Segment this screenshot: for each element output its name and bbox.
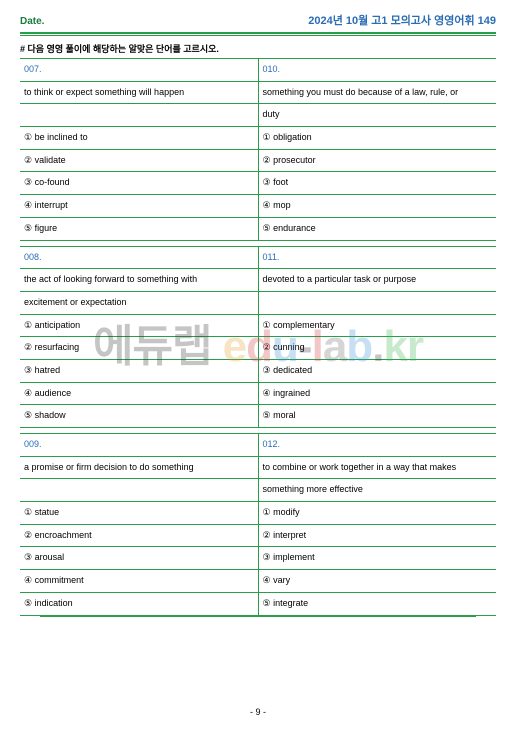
option[interactable]: ① modify (258, 502, 496, 525)
option[interactable]: ③ dedicated (258, 359, 496, 382)
option[interactable]: ③ arousal (20, 547, 258, 570)
option[interactable]: ⑤ shadow (20, 405, 258, 428)
option[interactable]: ④ audience (20, 382, 258, 405)
option[interactable]: ⑤ indication (20, 592, 258, 615)
option[interactable]: ① obligation (258, 127, 496, 150)
definition-cont (20, 104, 258, 127)
option[interactable]: ④ interrupt (20, 195, 258, 218)
qnum: 007. (20, 59, 258, 82)
definition: the act of looking forward to something … (20, 269, 258, 292)
vocab-table: 007. 010. to think or expect something w… (20, 58, 496, 616)
definition-cont: duty (258, 104, 496, 127)
qnum: 010. (258, 59, 496, 82)
option[interactable]: ③ co-found (20, 172, 258, 195)
option[interactable]: ⑤ integrate (258, 592, 496, 615)
option[interactable]: ④ ingrained (258, 382, 496, 405)
option[interactable]: ⑤ endurance (258, 217, 496, 240)
date-label: Date. (20, 16, 44, 27)
qnum: 009. (20, 434, 258, 457)
option[interactable]: ② resurfacing (20, 337, 258, 360)
definition: a promise or firm decision to do somethi… (20, 456, 258, 479)
header-rule (20, 32, 496, 36)
qnum: 012. (258, 434, 496, 457)
definition: to combine or work together in a way tha… (258, 456, 496, 479)
option[interactable]: ① statue (20, 502, 258, 525)
option[interactable]: ④ commitment (20, 570, 258, 593)
option[interactable]: ① complementary (258, 314, 496, 337)
definition-cont: something more effective (258, 479, 496, 502)
instruction-text: # 다음 영영 풀이에 해당하는 알맞은 단어를 고르시오. (20, 42, 496, 55)
option[interactable]: ② prosecutor (258, 149, 496, 172)
option[interactable]: ① anticipation (20, 314, 258, 337)
page-title: 2024년 10월 고1 모의고사 영영어휘 149 (308, 12, 496, 28)
option[interactable]: ⑤ figure (20, 217, 258, 240)
page-number: - 9 - (0, 703, 516, 721)
option[interactable]: ① be inclined to (20, 127, 258, 150)
definition: to think or expect something will happen (20, 81, 258, 104)
option[interactable]: ② validate (20, 149, 258, 172)
footer-rule (40, 616, 476, 617)
option[interactable]: ④ vary (258, 570, 496, 593)
option[interactable]: ② encroachment (20, 524, 258, 547)
qnum: 008. (20, 246, 258, 269)
option[interactable]: ⑤ moral (258, 405, 496, 428)
option[interactable]: ③ hatred (20, 359, 258, 382)
definition-cont (258, 291, 496, 314)
qnum: 011. (258, 246, 496, 269)
option[interactable]: ③ foot (258, 172, 496, 195)
definition-cont: excitement or expectation (20, 291, 258, 314)
definition-cont (20, 479, 258, 502)
option[interactable]: ④ mop (258, 195, 496, 218)
definition: something you must do because of a law, … (258, 81, 496, 104)
definition: devoted to a particular task or purpose (258, 269, 496, 292)
option[interactable]: ② interpret (258, 524, 496, 547)
option[interactable]: ③ implement (258, 547, 496, 570)
option[interactable]: ② cunning (258, 337, 496, 360)
